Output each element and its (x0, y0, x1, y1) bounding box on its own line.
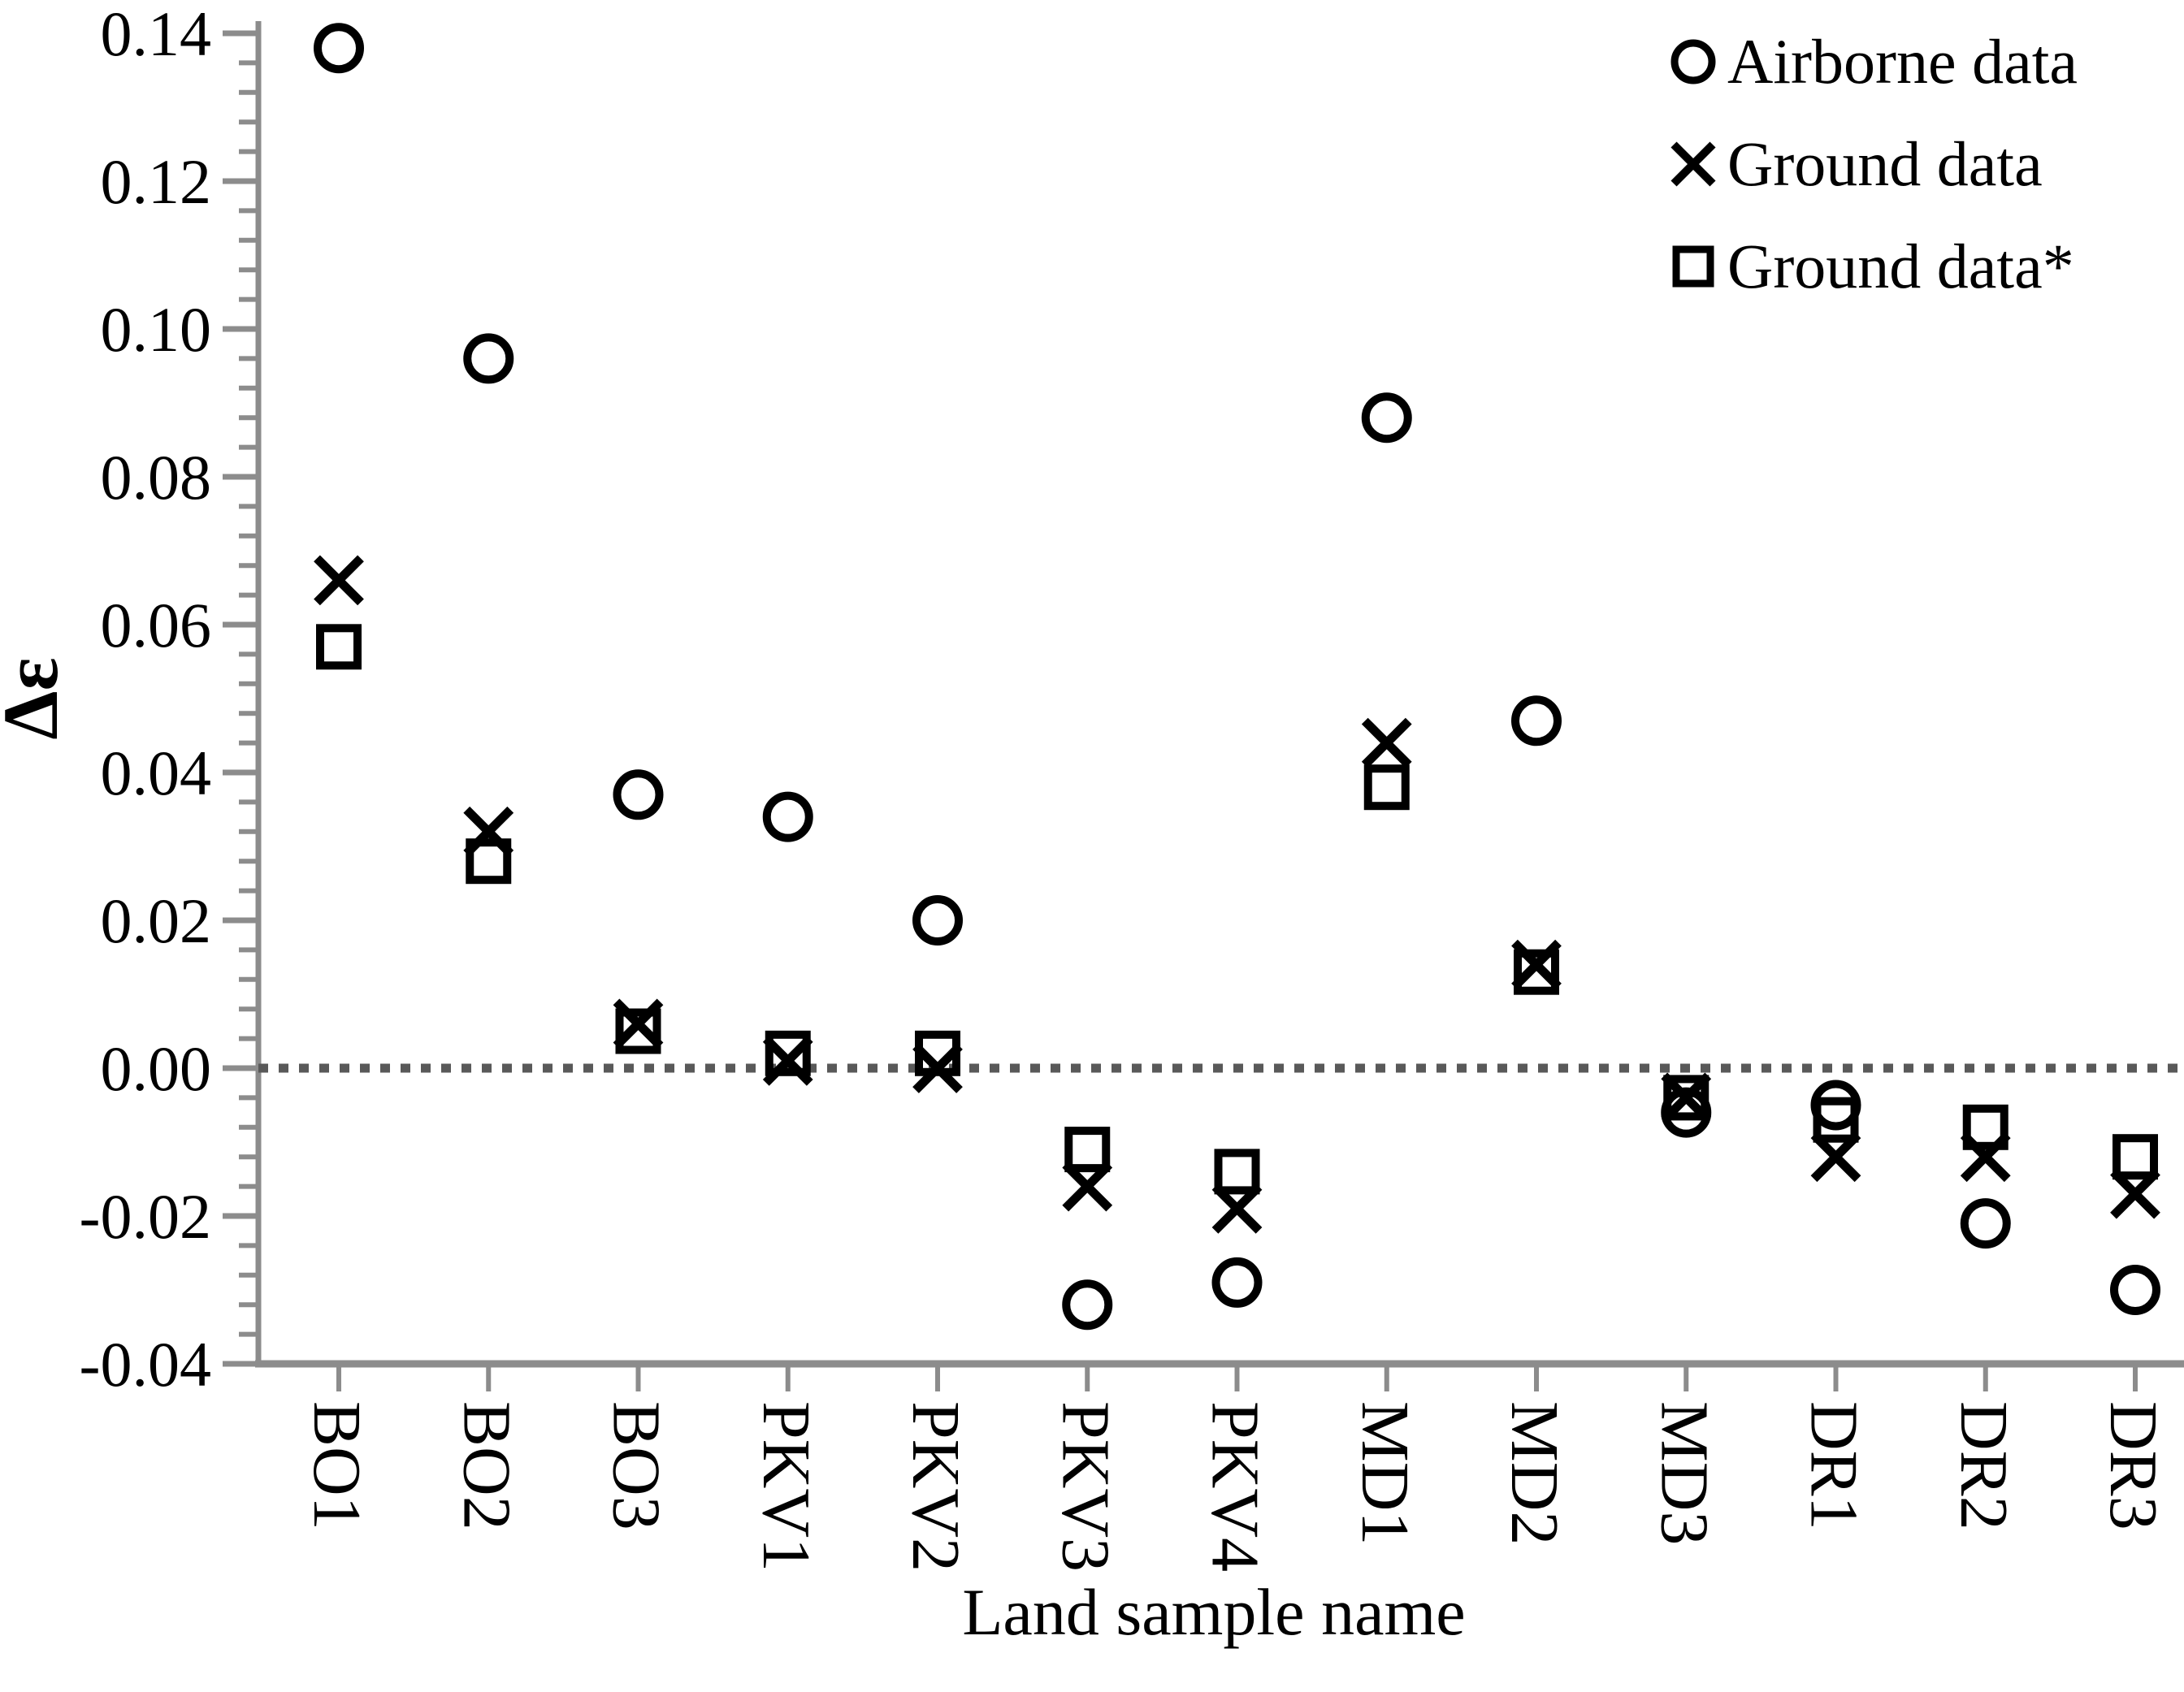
marker-circle-DR3 (2110, 1265, 2160, 1315)
marker-circle-PKV2 (912, 895, 963, 946)
y-tick-label: 0.06 (101, 590, 212, 660)
marker-circle-DR2 (1960, 1198, 2011, 1249)
marker-square-PKV1 (765, 1030, 811, 1076)
y-tick-label: 0.12 (101, 146, 212, 217)
marker-circle-MD1 (1361, 392, 1412, 444)
y-tick-label: 0.14 (101, 0, 212, 69)
marker-circle-PKV1 (762, 791, 813, 842)
marker-square-BO3 (615, 1008, 661, 1054)
y-tick-label: -0.02 (80, 1181, 211, 1252)
marker-square-PKV2 (915, 1030, 960, 1076)
marker-circle-MD2 (1511, 695, 1562, 746)
x-category-label-MD1: MD1 (1347, 1401, 1423, 1545)
legend-x-glyph (1670, 141, 1716, 187)
legend-label: Airborne data (1727, 26, 2078, 97)
legend-circle-glyph (1670, 39, 1716, 84)
marker-square-DR1 (1813, 1097, 1859, 1143)
marker-circle-BO2 (463, 333, 514, 384)
marker-square-DR3 (2112, 1134, 2158, 1180)
legend-label: Ground data* (1727, 231, 2074, 301)
x-category-label-DR2: DR2 (1946, 1401, 2022, 1530)
marker-circle-BO1 (314, 23, 364, 74)
marker-circle-BO3 (613, 769, 664, 820)
marker-circle-PKV3 (1062, 1279, 1113, 1331)
legend-item-square: Ground data* (1664, 224, 2078, 309)
x-axis-title: Land sample name (962, 1575, 1466, 1649)
legend-square-glyph (1672, 245, 1714, 288)
y-tick-label: 0.08 (101, 442, 212, 513)
x-category-label-DR1: DR1 (1796, 1401, 1872, 1530)
legend-item-circle: Airborne data (1664, 19, 2078, 104)
marker-square-PKV3 (1064, 1127, 1111, 1173)
marker-x-BO1 (314, 555, 364, 606)
x-category-label-BO3: BO3 (599, 1401, 674, 1530)
legend-item-x: Ground data (1664, 122, 2078, 206)
legend: Airborne data Ground data Ground data* (1664, 19, 2078, 309)
x-category-label-MD3: MD3 (1646, 1401, 1722, 1545)
y-tick-label: 0.02 (101, 885, 212, 956)
x-category-label-PKV1: PKV1 (748, 1401, 824, 1572)
marker-x-MD1 (1361, 717, 1412, 768)
legend-label: Ground data (1727, 128, 2043, 199)
x-category-label-BO1: BO1 (299, 1401, 375, 1530)
x-category-label-PKV4: PKV4 (1198, 1401, 1273, 1572)
marker-square-MD2 (1514, 949, 1559, 995)
y-tick-label: 0.04 (101, 738, 212, 808)
x-icon (1670, 141, 1716, 187)
x-category-label-DR3: DR3 (2095, 1401, 2171, 1530)
marker-square-BO2 (466, 838, 512, 885)
x-category-label-PKV3: PKV3 (1047, 1401, 1123, 1572)
y-tick-label: 0.10 (101, 294, 212, 365)
marker-square-PKV4 (1214, 1149, 1260, 1195)
x-category-label-PKV2: PKV2 (898, 1401, 973, 1572)
square-icon (1672, 245, 1714, 288)
x-category-label-MD2: MD2 (1497, 1401, 1572, 1545)
marker-square-MD3 (1663, 1075, 1710, 1121)
x-category-label-BO2: BO2 (448, 1401, 524, 1530)
y-axis-title: Δε (0, 657, 74, 740)
marker-square-MD1 (1363, 764, 1410, 811)
marker-square-DR2 (1962, 1104, 2008, 1150)
marker-square-BO1 (316, 624, 362, 670)
y-tick-label: -0.04 (80, 1329, 211, 1400)
circle-icon (1670, 39, 1716, 84)
y-tick-label: 0.00 (101, 1033, 212, 1104)
marker-circle-PKV4 (1211, 1257, 1263, 1308)
